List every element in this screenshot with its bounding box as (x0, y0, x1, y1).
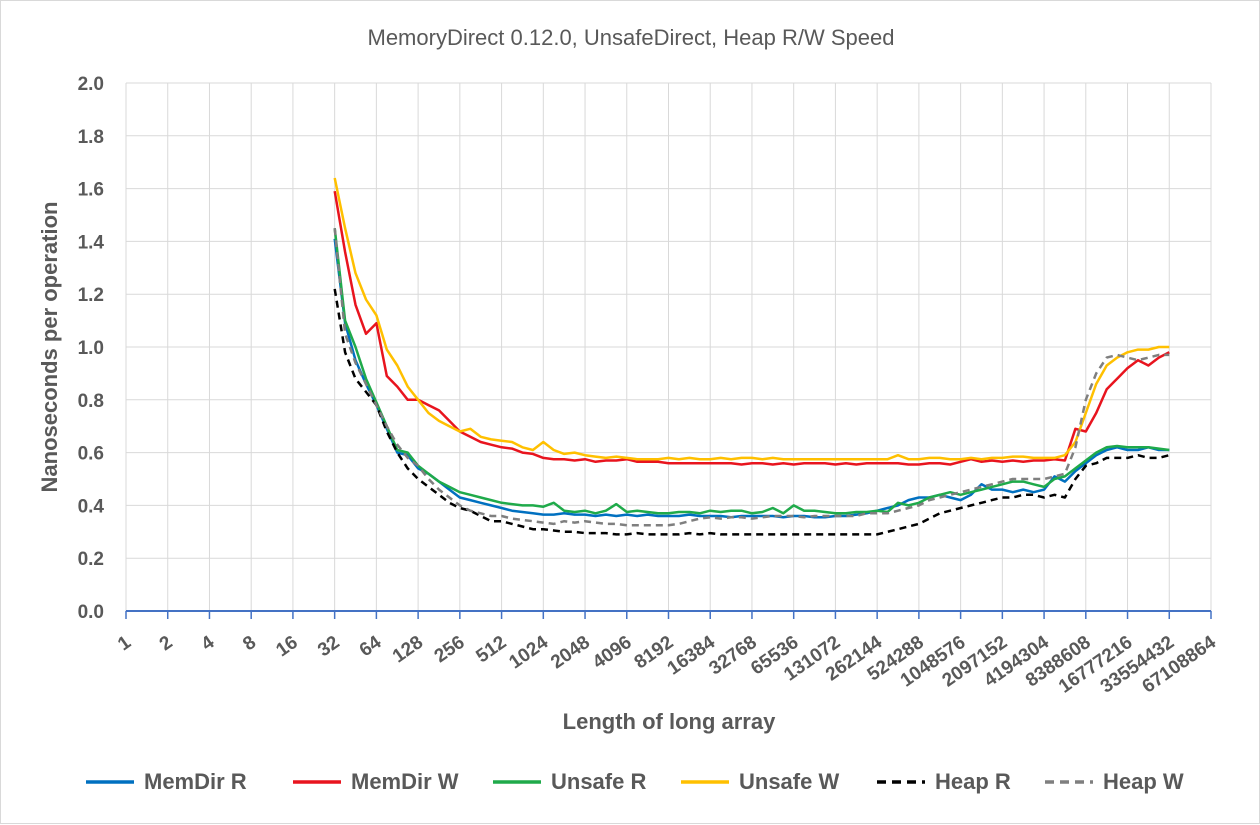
legend-label: MemDir R (144, 769, 247, 794)
y-tick-label: 0.2 (78, 549, 104, 570)
x-tick-label: 32768 (705, 632, 760, 680)
y-tick-label: 1.2 (78, 285, 104, 306)
legend: MemDir R MemDir W Unsafe R Unsafe W Heap R He… (86, 769, 1184, 794)
y-tick-label: 1.6 (78, 180, 104, 201)
y-tick-label: 1.8 (78, 127, 104, 148)
x-tick-label: 64 (356, 632, 386, 662)
x-axis-title: Length of long array (563, 709, 776, 734)
x-tick-label: 8 (239, 632, 260, 655)
x-tick-label: 2048 (547, 632, 594, 673)
x-tick-label: 32 (314, 632, 343, 661)
y-axis-ticks: 0.0 0.2 0.4 0.6 0.8 1.0 1.2 1.4 1.6 1.8 2.0 (78, 74, 105, 623)
x-tick-label: 4096 (589, 632, 636, 673)
x-tick-label: 2 (156, 632, 177, 655)
x-tick-label: 1 (114, 632, 135, 656)
series-line-memdir-r (333, 238, 1170, 519)
x-tick-label: 4 (198, 632, 219, 656)
x-tick-label: 16 (272, 632, 301, 661)
gridlines (125, 82, 1212, 611)
series-line-memdir-w (333, 190, 1170, 466)
series-line-unsafe-r (333, 228, 1170, 515)
x-tick-label: 128 (389, 632, 427, 667)
chart-title: MemoryDirect 0.12.0, UnsafeDirect, Heap … (368, 25, 895, 50)
series-line-unsafe-w (333, 177, 1170, 461)
legend-label: Heap W (1103, 769, 1184, 794)
legend-label: MemDir W (351, 769, 459, 794)
y-tick-label: 0.4 (78, 496, 105, 517)
y-tick-label: 0.6 (78, 444, 104, 465)
y-axis-title: Nanoseconds per operation (37, 202, 62, 493)
series-lines (333, 177, 1170, 536)
y-tick-label: 0.0 (78, 602, 104, 623)
x-tick-label: 512 (472, 632, 510, 667)
x-tick-label: 1024 (505, 632, 552, 674)
legend-label: Heap R (935, 769, 1011, 794)
legend-label: Unsafe W (739, 769, 839, 794)
series-line-heap-w (333, 228, 1170, 527)
y-tick-label: 1.0 (78, 338, 104, 359)
series-line-heap-r (333, 288, 1170, 536)
y-tick-label: 0.8 (78, 391, 104, 412)
x-tick-label: 256 (431, 632, 469, 667)
y-tick-label: 2.0 (78, 74, 104, 95)
x-axis-ticks: 1 2 4 8 16 32 64 128 256 512102420484096819216384… (114, 610, 1220, 698)
y-tick-label: 1.4 (78, 232, 105, 253)
x-tick-label: 16384 (664, 632, 720, 680)
legend-label: Unsafe R (551, 769, 646, 794)
